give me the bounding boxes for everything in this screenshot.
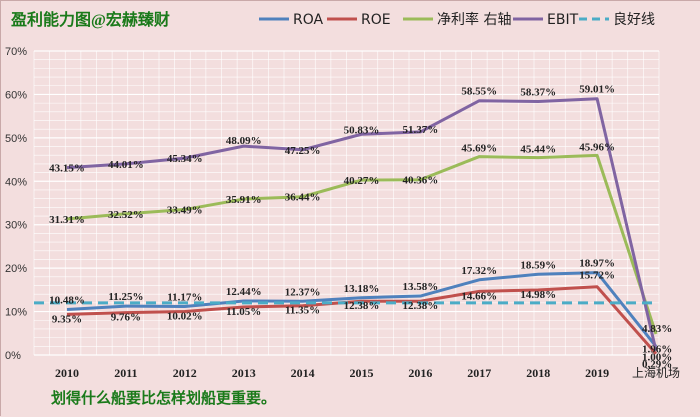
x-tick-label: 2018 bbox=[526, 366, 550, 380]
data-label: 11.05% bbox=[226, 306, 261, 318]
data-label: 45.69% bbox=[461, 143, 497, 155]
data-label: 1.96% bbox=[642, 343, 672, 355]
data-label: 18.59% bbox=[520, 259, 556, 271]
data-label: 14.98% bbox=[520, 289, 556, 301]
gridlines bbox=[33, 50, 660, 356]
data-label: 40.36% bbox=[403, 175, 439, 187]
x-tick-label: 2012 bbox=[173, 366, 197, 380]
y-tick-label: 0% bbox=[5, 350, 21, 362]
series-lines bbox=[34, 97, 658, 355]
y-tick-label: 20% bbox=[5, 263, 27, 275]
data-label: 10.02% bbox=[167, 310, 203, 322]
legend-label: 良好线 bbox=[613, 12, 655, 28]
chart-footer: 划得什么船要比怎样划船更重要。 bbox=[51, 389, 276, 407]
data-label: 10.48% bbox=[49, 294, 85, 306]
data-label: 4.83% bbox=[642, 323, 672, 335]
data-label: 13.58% bbox=[403, 281, 439, 293]
x-tick-label: 上海机场 bbox=[632, 365, 680, 380]
data-label: 12.38% bbox=[344, 300, 380, 312]
data-label: 36.44% bbox=[285, 192, 321, 204]
data-label: 33.49% bbox=[167, 205, 203, 217]
y-tick-label: 70% bbox=[5, 46, 27, 58]
chart-title: 盈利能力图@宏赫臻财 bbox=[10, 10, 170, 29]
data-label: 50.83% bbox=[344, 124, 380, 136]
x-tick-label: 2019 bbox=[585, 366, 609, 380]
data-label: 58.37% bbox=[520, 87, 556, 99]
data-label: 12.44% bbox=[226, 286, 262, 298]
y-axis-ticks: 0% 10% 20% 30% 40% 50% 60% 70% bbox=[5, 46, 27, 362]
data-label: 11.17% bbox=[167, 291, 202, 303]
data-label: 14.66% bbox=[461, 290, 497, 302]
data-label: 51.37% bbox=[403, 124, 439, 136]
x-tick-label: 2016 bbox=[408, 366, 432, 380]
data-label: 58.55% bbox=[461, 86, 497, 98]
data-label: 43.15% bbox=[49, 163, 85, 175]
legend-label: 净利率 右轴 bbox=[437, 11, 511, 28]
data-labels: 10.48% 11.25% 11.17% 12.44% 12.37% 13.18% 13.5… bbox=[49, 84, 672, 371]
series-line-ROE bbox=[66, 285, 658, 355]
legend-label: ROA bbox=[293, 12, 324, 28]
series-line-净利率-右轴 bbox=[66, 153, 658, 335]
legend-label: ROE bbox=[361, 12, 391, 28]
data-label: 45.44% bbox=[520, 144, 556, 156]
y-tick-label: 60% bbox=[5, 89, 27, 101]
data-label: 48.09% bbox=[226, 135, 262, 147]
y-tick-label: 10% bbox=[5, 307, 27, 319]
series-line-EBIT bbox=[66, 97, 658, 351]
x-tick-label: 2011 bbox=[114, 366, 137, 380]
data-label: 32.52% bbox=[108, 209, 144, 221]
data-label: 45.96% bbox=[579, 141, 615, 153]
data-label: 45.34% bbox=[167, 153, 203, 165]
data-label: 1.00% bbox=[642, 352, 672, 364]
data-label: 9.35% bbox=[52, 313, 82, 325]
data-label: 17.32% bbox=[461, 265, 497, 277]
x-tick-label: 2014 bbox=[291, 366, 315, 380]
data-label: 35.91% bbox=[226, 194, 262, 206]
y-tick-label: 30% bbox=[5, 220, 27, 232]
data-label: 44.01% bbox=[108, 159, 144, 171]
x-tick-label: 2015 bbox=[350, 366, 374, 380]
data-label: 15.72% bbox=[579, 270, 615, 282]
x-tick-label: 2010 bbox=[55, 366, 79, 380]
x-axis-ticks: 2010 2011 2012 2013 2014 2015 2016 2017 2018 2019… bbox=[55, 365, 680, 380]
data-label: 40.27% bbox=[344, 175, 380, 187]
data-label: 12.38% bbox=[403, 300, 439, 312]
data-label: 59.01% bbox=[579, 84, 615, 96]
data-label: 11.25% bbox=[108, 291, 143, 303]
y-tick-label: 50% bbox=[5, 133, 27, 145]
y-tick-label: 40% bbox=[5, 176, 27, 188]
legend-label: EBIT bbox=[547, 12, 579, 28]
data-label: 18.97% bbox=[579, 258, 615, 270]
data-label: 9.76% bbox=[111, 312, 141, 324]
data-label: 13.18% bbox=[344, 283, 380, 295]
x-tick-label: 2013 bbox=[232, 366, 256, 380]
legend: ROA ROE 净利率 右轴 EBIT 良好线 bbox=[259, 11, 655, 28]
series-line-ROA bbox=[66, 271, 658, 348]
data-label: 31.31% bbox=[49, 214, 85, 226]
data-label: 12.37% bbox=[285, 286, 321, 298]
data-label: 11.35% bbox=[285, 305, 320, 317]
data-label: 47.25% bbox=[285, 145, 321, 157]
x-tick-label: 2017 bbox=[467, 366, 491, 380]
data-label: 0.29% bbox=[642, 359, 672, 371]
